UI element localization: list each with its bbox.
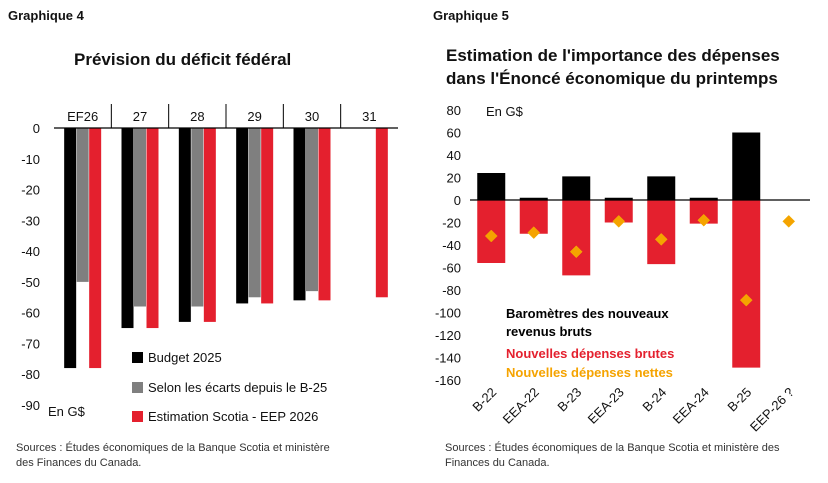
bar xyxy=(562,200,591,276)
y-tick-label: 60 xyxy=(447,126,461,141)
y-tick-label: -20 xyxy=(442,216,461,231)
unit-label: En G$ xyxy=(486,104,524,119)
x-tick-label: 29 xyxy=(247,109,261,124)
chart2-source: Sources : Études économiques de la Banqu… xyxy=(445,442,780,469)
y-tick-label: -50 xyxy=(21,275,40,290)
y-tick-label: -80 xyxy=(442,283,461,298)
legend-swatch xyxy=(132,352,143,363)
legend-label: Nouvelles dépenses nettes xyxy=(506,365,673,380)
bar xyxy=(604,200,633,223)
bar xyxy=(178,128,191,322)
y-tick-label: 20 xyxy=(447,171,461,186)
bar xyxy=(306,128,318,292)
x-tick-label: EEA-23 xyxy=(585,385,627,427)
legend-label: Estimation Scotia - EEP 2026 xyxy=(148,409,318,424)
bar xyxy=(375,128,388,298)
y-tick-label: -10 xyxy=(21,152,40,167)
point xyxy=(782,215,796,228)
y-tick-label: -100 xyxy=(435,306,461,321)
bar xyxy=(203,128,216,322)
unit-label: En G$ xyxy=(48,404,86,419)
bar xyxy=(89,128,102,369)
bar xyxy=(689,200,718,224)
x-tick-label: 30 xyxy=(305,109,319,124)
legend-swatch xyxy=(132,411,143,422)
y-tick-label: -40 xyxy=(21,244,40,259)
bar xyxy=(604,197,633,200)
bar xyxy=(146,128,159,329)
chart1-source: Sources : Études économiques de la Banqu… xyxy=(16,442,330,469)
y-tick-label: -60 xyxy=(21,306,40,321)
x-tick-label: B-25 xyxy=(724,385,754,415)
bar xyxy=(318,128,331,301)
point xyxy=(654,233,668,246)
bar xyxy=(134,128,146,307)
chart2-title: Estimation de l'importance des dépenses … xyxy=(446,46,780,88)
point xyxy=(612,215,626,228)
bar xyxy=(477,173,506,200)
x-tick-label: B-23 xyxy=(554,385,584,415)
bar xyxy=(647,200,676,265)
point xyxy=(484,229,498,243)
bar xyxy=(689,197,718,200)
x-tick-label: B-22 xyxy=(469,385,499,415)
point xyxy=(739,293,753,307)
bar xyxy=(261,128,274,304)
y-tick-label: 0 xyxy=(454,193,461,208)
legend-label: Selon les écarts depuis le B-25 xyxy=(148,380,327,395)
x-tick-label: EF26 xyxy=(67,109,98,124)
y-tick-label: -120 xyxy=(435,328,461,343)
x-tick-label: EEA-24 xyxy=(670,385,712,427)
point xyxy=(527,226,541,239)
y-tick-label: -30 xyxy=(21,213,40,228)
y-tick-label: -160 xyxy=(435,373,461,388)
point xyxy=(569,245,583,259)
bar xyxy=(64,128,77,369)
y-tick-label: -40 xyxy=(442,238,461,253)
bar xyxy=(293,128,306,301)
x-tick-label: B-24 xyxy=(639,385,669,415)
bar xyxy=(236,128,249,304)
y-tick-label: 0 xyxy=(33,121,40,136)
x-tick-label: 31 xyxy=(362,109,376,124)
y-tick-label: -90 xyxy=(21,398,40,413)
y-tick-label: -60 xyxy=(442,261,461,276)
bar xyxy=(732,132,761,200)
chart1-plot: 0 -10 -20 -30 -40 -50 -60 -70 -80 -90 EF26 27 28 29 30… xyxy=(21,104,398,424)
chart1-figure-label: Graphique 4 xyxy=(8,8,84,23)
bar xyxy=(191,128,204,307)
bar xyxy=(562,176,591,200)
bar xyxy=(732,200,761,368)
bar xyxy=(647,176,676,200)
bar xyxy=(248,128,261,298)
chart2-figure-label: Graphique 5 xyxy=(433,8,509,23)
y-tick-label: 40 xyxy=(447,148,461,163)
x-tick-label: 28 xyxy=(190,109,204,124)
bar xyxy=(76,128,89,282)
y-tick-label: 80 xyxy=(447,103,461,118)
y-tick-label: -80 xyxy=(21,367,40,382)
x-tick-label: EEP-26 ? xyxy=(747,385,797,435)
y-tick-label: -70 xyxy=(21,336,40,351)
chart1-title: Prévision du déficit fédéral xyxy=(74,50,292,69)
x-tick-label: 27 xyxy=(133,109,147,124)
legend-label: Baromètres des nouveaux revenus bruts xyxy=(506,306,669,339)
y-tick-label: -20 xyxy=(21,183,40,198)
point xyxy=(697,213,711,227)
legend-label: Nouvelles dépenses brutes xyxy=(506,346,674,361)
y-tick-label: -140 xyxy=(435,351,461,366)
legend-label: Budget 2025 xyxy=(148,350,222,365)
x-tick-label: EEA-22 xyxy=(500,385,542,427)
bar xyxy=(121,128,134,329)
bar xyxy=(519,197,548,200)
legend-swatch xyxy=(132,382,143,393)
